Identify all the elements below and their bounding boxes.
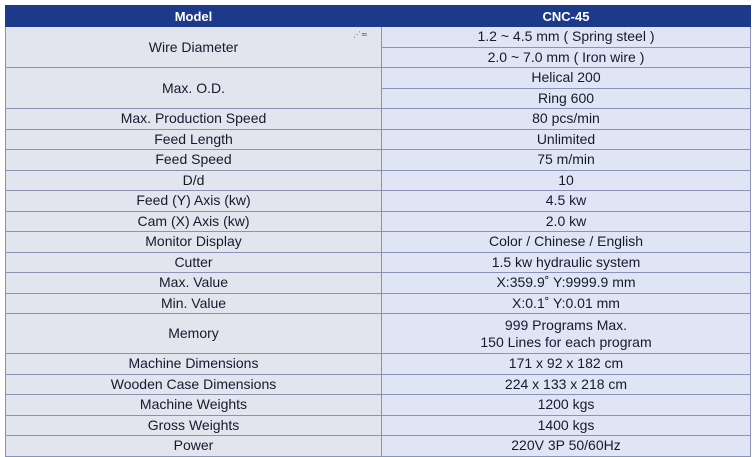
spec-row-cam-x-axis-kw: Cam (X) Axis (kw) 2.0 kw	[5, 210, 751, 232]
spec-row-memory: Memory 999 Programs Max. 150 Lines for eac…	[5, 313, 751, 354]
spec-value: 80 pcs/min	[381, 108, 751, 130]
spec-value: 2.0 kw	[381, 210, 751, 232]
spec-row-feed-y-axis-kw: Feed (Y) Axis (kw) 4.5 kw	[5, 190, 751, 212]
spec-label: Memory	[5, 313, 382, 354]
spec-value: 10	[381, 169, 751, 191]
spec-value: Ring 600	[381, 87, 751, 109]
spec-row-max-value: Max. Value X:359.9˚ Y:9999.9 mm	[5, 272, 751, 294]
spec-value: 1.5 kw hydraulic system	[381, 251, 751, 273]
spec-value: 224 x 133 x 218 cm	[381, 373, 751, 395]
spec-row-monitor-display: Monitor Display Color / Chinese / English	[5, 231, 751, 253]
spec-label: Max. O.D.	[5, 67, 382, 109]
spec-label: Max. Production Speed	[5, 108, 382, 130]
scan-mark: ⋰≈	[353, 30, 368, 39]
spec-row-d-d: D/d 10	[5, 169, 751, 191]
spec-value: 999 Programs Max. 150 Lines for each prog…	[381, 313, 751, 354]
spec-value: 1200 kgs	[381, 394, 751, 416]
spec-value-line: 999 Programs Max.	[504, 316, 628, 333]
spec-value: 4.5 kw	[381, 190, 751, 212]
spec-label: Feed (Y) Axis (kw)	[5, 190, 382, 212]
spec-value: 2.0 ~ 7.0 mm ( Iron wire )	[381, 46, 751, 68]
spec-row-gross-weights: Gross Weights 1400 kgs	[5, 414, 751, 436]
spec-row-wooden-case-dimensions: Wooden Case Dimensions 224 x 133 x 218 cm	[5, 373, 751, 395]
spec-row-machine-dimensions: Machine Dimensions 171 x 92 x 182 cm	[5, 353, 751, 375]
spec-label: Gross Weights	[5, 414, 382, 436]
spec-label: Feed Length	[5, 128, 382, 150]
spec-label: Feed Speed	[5, 149, 382, 171]
spec-label: Cam (X) Axis (kw)	[5, 210, 382, 232]
model-header: Model	[5, 5, 382, 27]
spec-row-max-o-d-cont: Ring 600	[6, 87, 751, 109]
spec-value: X:0.1˚ Y:0.01 mm	[381, 292, 751, 314]
spec-label: Wire Diameter	[5, 26, 382, 68]
spec-table: Model CNC-45 Wire Diameter 1.2 ~ 4.5 mm (…	[5, 5, 751, 457]
spec-value: 1.2 ~ 4.5 mm ( Spring steel )	[381, 26, 751, 48]
spec-row-wire-diameter-cont: 2.0 ~ 7.0 mm ( Iron wire )	[6, 46, 751, 68]
spec-value-line: 150 Lines for each program	[480, 333, 652, 350]
model-value-header: CNC-45	[381, 5, 751, 27]
spec-value: Helical 200	[381, 67, 751, 89]
header-row: Model CNC-45	[5, 5, 751, 27]
spec-label: D/d	[5, 169, 382, 191]
spec-label: Monitor Display	[5, 231, 382, 253]
spec-label: Machine Dimensions	[5, 353, 382, 375]
spec-row-feed-length: Feed Length Unlimited	[5, 128, 751, 150]
spec-row-max-o-d: Max. O.D. Helical 200	[5, 67, 751, 109]
spec-row-feed-speed: Feed Speed 75 m/min	[5, 149, 751, 171]
spec-label: Max. Value	[5, 272, 382, 294]
spec-label: Min. Value	[5, 292, 382, 314]
spec-value: Color / Chinese / English	[381, 231, 751, 253]
spec-value: 75 m/min	[381, 149, 751, 171]
spec-label: Machine Weights	[5, 394, 382, 416]
spec-value: X:359.9˚ Y:9999.9 mm	[381, 272, 751, 294]
spec-row-machine-weights: Machine Weights 1200 kgs	[5, 394, 751, 416]
spec-row-max-production-speed: Max. Production Speed 80 pcs/min	[5, 108, 751, 130]
spec-value: Unlimited	[381, 128, 751, 150]
spec-row-wire-diameter: Wire Diameter 1.2 ~ 4.5 mm ( Spring steel…	[5, 26, 751, 68]
spec-label: Cutter	[5, 251, 382, 273]
spec-value: 1400 kgs	[381, 414, 751, 436]
spec-label: Wooden Case Dimensions	[5, 373, 382, 395]
spec-row-cutter: Cutter 1.5 kw hydraulic system	[5, 251, 751, 273]
spec-value: 171 x 92 x 182 cm	[381, 353, 751, 375]
spec-row-min-value: Min. Value X:0.1˚ Y:0.01 mm	[5, 292, 751, 314]
